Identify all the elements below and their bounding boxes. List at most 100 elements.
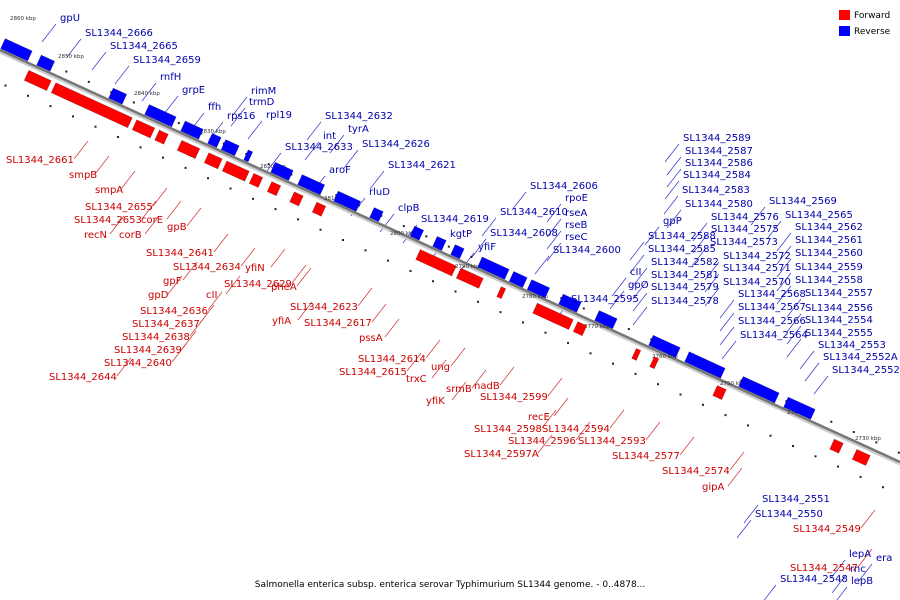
forward-gene-block bbox=[131, 119, 156, 139]
leader-line bbox=[371, 303, 387, 323]
forward-gene-label: srmB bbox=[446, 384, 472, 395]
reverse-gene-label: SL1344_2554 bbox=[805, 315, 873, 326]
leader-line bbox=[546, 242, 562, 262]
reverse-gene-block bbox=[243, 149, 254, 163]
reverse-gene-label: SL1344_2586 bbox=[685, 158, 753, 169]
scale-dot bbox=[792, 445, 795, 448]
leader-line bbox=[666, 209, 682, 229]
forward-gene-label: SL1344_2661 bbox=[6, 155, 74, 166]
leader-line bbox=[546, 230, 562, 250]
leader-line bbox=[94, 155, 110, 175]
leader-line bbox=[537, 434, 553, 454]
scale-dot bbox=[544, 331, 547, 334]
reverse-gene-label: SL1344_2558 bbox=[795, 275, 863, 286]
reverse-gene-label: SL1344_2567 bbox=[738, 302, 806, 313]
reverse-gene-label: gpP bbox=[663, 216, 682, 227]
forward-gene-block bbox=[851, 449, 871, 466]
reverse-gene-block bbox=[369, 207, 384, 223]
reverse-gene-label: rpoE bbox=[565, 193, 588, 204]
leader-line bbox=[232, 96, 248, 116]
scale-dot bbox=[364, 249, 367, 252]
forward-gene-block bbox=[23, 69, 52, 91]
reverse-gene-label: SL1344_2619 bbox=[421, 214, 489, 225]
reverse-gene-label: SL1344_2548 bbox=[780, 574, 848, 585]
forward-gene-block bbox=[712, 385, 727, 400]
leader-line bbox=[343, 149, 359, 169]
forward-gene-block bbox=[455, 267, 475, 285]
leader-line bbox=[406, 352, 422, 372]
forward-gene-label: SL1344_2623 bbox=[290, 302, 358, 313]
leader-line bbox=[663, 195, 679, 215]
leader-line bbox=[499, 366, 515, 386]
leader-line bbox=[425, 339, 441, 359]
leader-line bbox=[664, 143, 680, 163]
reverse-gene-block bbox=[594, 310, 618, 330]
leader-line bbox=[766, 220, 782, 240]
scale-tick-label: 2860 kbp bbox=[10, 16, 36, 22]
scale-tick-label: 2840 kbp bbox=[134, 91, 160, 97]
reverse-gene-label: int bbox=[323, 131, 336, 142]
reverse-gene-block bbox=[783, 396, 816, 420]
leader-line bbox=[692, 222, 708, 242]
scale-dot bbox=[634, 372, 637, 375]
scale-dot bbox=[245, 152, 248, 155]
reverse-gene-label: SL1344_2583 bbox=[682, 185, 750, 196]
reverse-gene-label: SL1344_2606 bbox=[530, 181, 598, 192]
leader-line bbox=[171, 343, 187, 363]
reverse-gene-label: SL1344_2559 bbox=[795, 262, 863, 273]
forward-gene-label: SL1344_2596 bbox=[508, 436, 576, 447]
leader-line bbox=[329, 134, 345, 154]
forward-gene-label: SL1344_2598 bbox=[474, 424, 542, 435]
leader-line bbox=[719, 326, 735, 346]
reverse-gene-label: rnfH bbox=[160, 72, 181, 83]
leader-line bbox=[450, 347, 466, 367]
reverse-gene-label: SL1344_2566 bbox=[738, 316, 806, 327]
scale-dot bbox=[432, 280, 435, 283]
scale-dot bbox=[702, 403, 705, 406]
reverse-gene-label: SL1344_2568 bbox=[738, 289, 806, 300]
scale-dot bbox=[612, 362, 615, 365]
leader-line bbox=[692, 234, 708, 254]
forward-gene-label: nadB bbox=[474, 381, 500, 392]
reverse-gene-label: SL1344_2556 bbox=[805, 303, 873, 314]
reverse-gene-block bbox=[684, 351, 726, 379]
reverse-gene-label: SL1344_2562 bbox=[795, 222, 863, 233]
reverse-gene-block bbox=[432, 236, 447, 251]
leader-line bbox=[41, 23, 57, 43]
leader-line bbox=[629, 241, 645, 261]
leader-line bbox=[120, 170, 136, 190]
reverse-gene-label: SL1344_2608 bbox=[490, 228, 558, 239]
scale-dot bbox=[65, 70, 68, 73]
leader-line bbox=[369, 170, 385, 190]
reverse-gene-block bbox=[220, 139, 240, 157]
forward-gene-label: smpB bbox=[69, 170, 97, 181]
forward-gene-label: yfiN bbox=[245, 263, 265, 274]
scale-dot bbox=[852, 431, 855, 434]
leader-line bbox=[247, 120, 263, 140]
leader-line bbox=[141, 82, 157, 102]
forward-gene-label: pssA bbox=[359, 333, 383, 344]
reverse-gene-block bbox=[526, 279, 551, 299]
scale-dot bbox=[387, 259, 390, 262]
leader-line bbox=[836, 586, 848, 600]
reverse-gene-block bbox=[180, 120, 204, 140]
scale-tick-label: 2770 kbp bbox=[584, 324, 610, 330]
reverse-gene-label: SL1344_2587 bbox=[685, 146, 753, 157]
leader-line bbox=[270, 248, 286, 268]
leader-line bbox=[666, 168, 682, 188]
reverse-gene-label: SL1344_2579 bbox=[651, 282, 719, 293]
leader-line bbox=[609, 409, 625, 429]
leader-line bbox=[857, 548, 873, 568]
reverse-gene-label: rluD bbox=[369, 187, 390, 198]
reverse-gene-block bbox=[297, 174, 326, 196]
genome-axis-shadow bbox=[0, 49, 900, 466]
reverse-gene-label: rimM bbox=[251, 86, 276, 97]
reverse-gene-label: SL1344_2565 bbox=[785, 210, 853, 221]
reverse-gene-block bbox=[36, 54, 56, 72]
reverse-gene-block bbox=[270, 161, 294, 181]
forward-gene-label: SL1344_2547 bbox=[790, 563, 858, 574]
reverse-gene-label: SL1344_2569 bbox=[769, 196, 837, 207]
forward-gene-block bbox=[572, 321, 588, 337]
scale-dot bbox=[94, 125, 97, 128]
forward-gene-label: SL1344_2636 bbox=[140, 306, 208, 317]
